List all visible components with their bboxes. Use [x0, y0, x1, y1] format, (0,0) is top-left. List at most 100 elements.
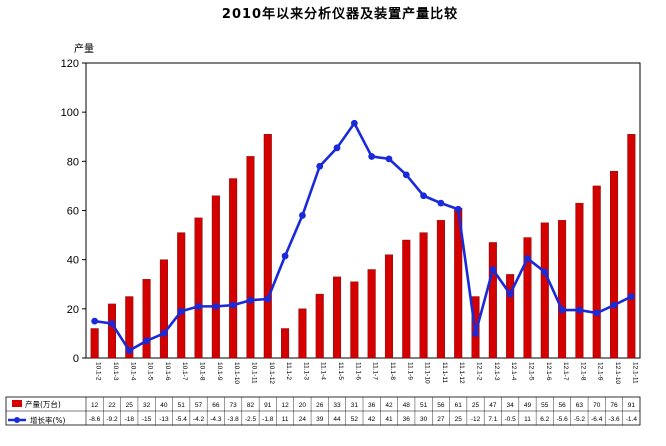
table-cell-output: 76 — [610, 402, 618, 409]
table-cell-output: 12 — [91, 402, 99, 409]
bar — [419, 232, 428, 359]
line-point — [350, 119, 358, 127]
y-tick-label: 20 — [67, 304, 79, 316]
bar — [575, 202, 584, 359]
table-cell-growth: -3.8 — [228, 416, 240, 423]
table-cell-output: 70 — [593, 402, 601, 409]
table-cell-output: 57 — [195, 402, 203, 409]
x-tick-label: 11.1-5 — [337, 362, 344, 380]
x-tick-label: 10.1-11 — [250, 362, 257, 384]
line-point — [402, 171, 410, 179]
x-tick-label: 12.1-10 — [614, 362, 621, 384]
x-tick-label: 10.1-12 — [268, 362, 275, 384]
line-point — [558, 306, 566, 314]
x-tick-label: 12.1-5 — [527, 362, 534, 381]
line-point — [316, 162, 324, 170]
line-point — [454, 205, 462, 213]
x-tick-label: 12.1-4 — [510, 362, 517, 381]
bar — [159, 259, 168, 359]
line-point — [177, 307, 185, 315]
x-tick-label: 11.1-7 — [372, 362, 379, 380]
x-tick-label: 12.1-2 — [476, 362, 483, 381]
plot-area — [85, 62, 641, 359]
table-cell-output: 25 — [126, 402, 134, 409]
y-axis-ticks: 0 20 40 60 80 100 120 — [61, 58, 86, 365]
table-cell-output: 26 — [316, 402, 324, 409]
x-tick-label: 10.1-10 — [233, 362, 240, 384]
table-cell-growth: -2.5 — [245, 416, 257, 423]
bar — [436, 220, 445, 359]
bar — [298, 308, 307, 359]
table-cell-growth: -5.4 — [176, 416, 188, 423]
x-tick-label: 10.1-7 — [181, 362, 188, 381]
table-cell-output: 66 — [212, 402, 220, 409]
bar — [142, 279, 151, 359]
table-cell-output: 32 — [143, 402, 151, 409]
table-cell-growth: -4.3 — [210, 416, 222, 423]
line-point — [593, 309, 601, 317]
line-point — [247, 296, 254, 304]
line-point — [368, 153, 376, 160]
bar — [402, 239, 411, 359]
table-cell-growth: 30 — [420, 416, 428, 423]
line-point — [576, 306, 583, 314]
x-tick-label: 10.1-6 — [164, 362, 171, 381]
bar — [229, 178, 238, 359]
table-cell-growth: -0.5 — [505, 416, 517, 423]
y-tick-label: 40 — [67, 255, 79, 267]
table-cell-growth: -5.2 — [574, 416, 586, 423]
bar — [177, 232, 186, 359]
x-tick-label: 10.1-9 — [216, 362, 223, 381]
table-cell-output: 73 — [230, 402, 238, 409]
line-point — [385, 155, 393, 163]
line-point — [160, 330, 168, 337]
line-point — [264, 295, 272, 303]
x-tick-label: 12.1-9 — [597, 362, 604, 381]
table-cell-growth: -15 — [142, 416, 152, 423]
x-tick-label: 12.1-6 — [545, 362, 552, 381]
table-cell-growth: 7.1 — [488, 416, 497, 423]
line-point — [420, 192, 427, 200]
x-tick-label: 11.1-12 — [458, 362, 465, 384]
plot-frame — [85, 62, 641, 359]
x-axis-ticks: 10.1-2 10.1-3 10.1-4 10.1-5 10.1-6 10.1-7 10.1… — [95, 362, 639, 384]
table-cell-growth: -12 — [471, 416, 481, 423]
x-tick-label: 12.1-11 — [631, 362, 638, 384]
table-cell-growth: 39 — [316, 416, 324, 423]
x-tick-label: 10.1-5 — [147, 362, 154, 381]
x-tick-label: 12.1-8 — [579, 362, 586, 381]
x-tick-label: 11.1-10 — [424, 362, 431, 384]
table-cell-output: 40 — [160, 402, 168, 409]
table-cell-growth: 36 — [403, 416, 411, 423]
y-tick-label: 60 — [67, 206, 79, 218]
line-point — [627, 293, 635, 300]
bar — [281, 328, 290, 359]
table-cell-growth: 44 — [333, 416, 341, 423]
table-cell-output: 91 — [628, 402, 636, 409]
bar — [384, 254, 393, 359]
table-cell-output: 51 — [178, 402, 186, 409]
data-table: 产量(万台) 增长率(%) 12 22 25 32 40 51 57 66 73 82 91 12 20… — [5, 396, 641, 426]
bar — [246, 156, 255, 359]
line-point — [229, 301, 237, 309]
table-cell-growth: 11 — [282, 416, 289, 423]
y-tick-label: 100 — [61, 107, 79, 119]
bar — [211, 195, 220, 359]
table-cell-output: 25 — [472, 402, 480, 409]
line-point — [472, 330, 479, 337]
bar — [610, 170, 619, 359]
table-cell-output: 20 — [299, 402, 307, 409]
table-cell-output: 42 — [385, 402, 393, 409]
bar — [333, 276, 342, 359]
line-point — [108, 320, 116, 327]
table-cell-output: 51 — [420, 402, 428, 409]
table-cell-output: 48 — [403, 402, 411, 409]
line-point — [91, 317, 99, 325]
table-cell-growth: -8.6 — [89, 416, 101, 423]
line-point — [437, 199, 445, 207]
line-point — [281, 252, 289, 260]
bar — [627, 134, 636, 359]
table-cell-output: 31 — [351, 402, 359, 409]
table-cell-growth: 27 — [437, 416, 445, 423]
table-cell-growth: 24 — [299, 416, 307, 423]
